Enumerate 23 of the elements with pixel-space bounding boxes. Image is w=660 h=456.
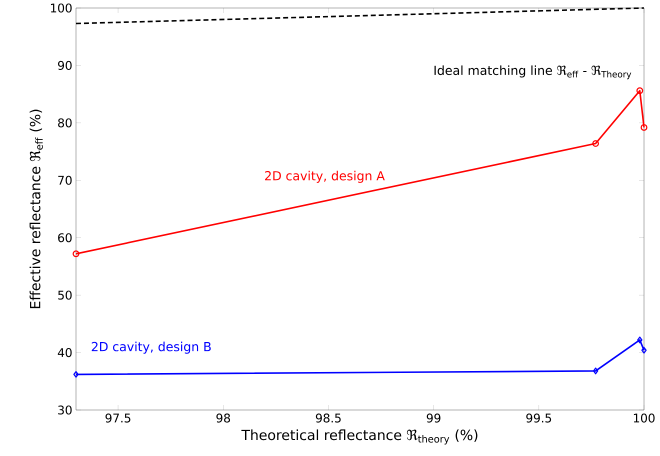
x-tick-label: 97.5 xyxy=(106,414,130,423)
series-label: 2D cavity, design B xyxy=(92,342,211,354)
y-tick-label: 80 xyxy=(58,118,72,128)
y-tick-label: 40 xyxy=(58,348,72,358)
point xyxy=(592,140,600,147)
point xyxy=(636,87,644,94)
series-label: 2D cavity, design A xyxy=(265,170,385,183)
point xyxy=(592,368,598,374)
y-tick-label: 30 xyxy=(58,405,72,415)
x-tick-label: 99 xyxy=(426,414,440,423)
x-tick-label: 98.5 xyxy=(316,414,341,423)
x-axis-title: Theoretical reflectance ℜ$_{theory}$ (%) xyxy=(241,429,478,445)
x-tick-label: 98 xyxy=(216,414,230,423)
y-tick-label: 50 xyxy=(58,290,72,300)
y-tick-label: 70 xyxy=(58,176,72,185)
y-tick-label: 60 xyxy=(58,233,72,242)
y-tick-label: 90 xyxy=(58,60,72,70)
x-tick-label: 99.5 xyxy=(526,414,552,423)
text: Ideal matching line ℜ$_{eff}$ - ℜ$_{Theory}$ xyxy=(434,65,632,80)
y-tick-label: 100 xyxy=(50,3,72,13)
x-tick-label: 100 xyxy=(634,414,655,423)
y-axis-title: Effective reflectance ℜ$_{eff}$ (%) xyxy=(30,110,43,308)
point xyxy=(637,336,642,344)
